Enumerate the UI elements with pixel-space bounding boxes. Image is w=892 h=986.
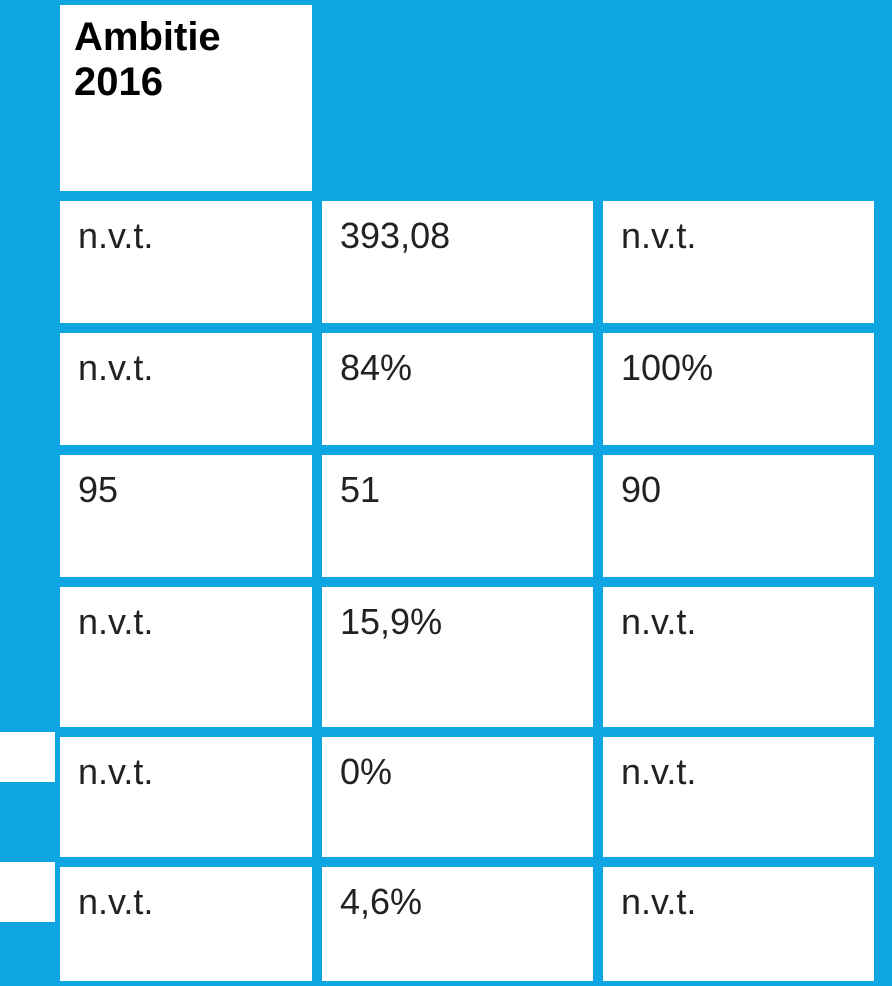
row1-left-edge bbox=[0, 328, 55, 450]
row3-col3-text: n.v.t. bbox=[621, 601, 696, 642]
header-col1-text: Ambitie 2016 bbox=[74, 15, 221, 104]
row3-col1-text: n.v.t. bbox=[78, 601, 153, 642]
header-col2-bottom bbox=[317, 110, 598, 196]
header-col3-bottom bbox=[598, 110, 879, 196]
row2-left-edge bbox=[0, 450, 55, 582]
row2-right-edge bbox=[879, 450, 892, 582]
row0-col1: n.v.t. bbox=[55, 196, 317, 328]
row2-col1-text: 95 bbox=[78, 469, 118, 510]
row5-col2: 4,6% bbox=[317, 862, 598, 986]
row1-col1-text: n.v.t. bbox=[78, 347, 153, 388]
row3-col2-text: 15,9% bbox=[340, 601, 442, 642]
row1-col3: 100% bbox=[598, 328, 879, 450]
row0-col2-text: 393,08 bbox=[340, 215, 450, 256]
row2-col3: 90 bbox=[598, 450, 879, 582]
header-col1: Ambitie 2016 bbox=[55, 0, 317, 196]
row2-col3-text: 90 bbox=[621, 469, 661, 510]
row2-col2: 51 bbox=[317, 450, 598, 582]
row5-col1: n.v.t. bbox=[55, 862, 317, 986]
row3-col3: n.v.t. bbox=[598, 582, 879, 732]
row5-left-notch-blue bbox=[0, 922, 55, 986]
row4-col2: 0% bbox=[317, 732, 598, 862]
row4-left-notch-blue bbox=[0, 782, 55, 862]
row0-col1-text: n.v.t. bbox=[78, 215, 153, 256]
row5-right-edge bbox=[879, 862, 892, 986]
row1-col1: n.v.t. bbox=[55, 328, 317, 450]
row0-right-edge bbox=[879, 196, 892, 328]
header-col2-top bbox=[317, 0, 598, 110]
row5-col3-text: n.v.t. bbox=[621, 881, 696, 922]
row4-col3: n.v.t. bbox=[598, 732, 879, 862]
row4-right-edge bbox=[879, 732, 892, 862]
row5-left-notch-white bbox=[0, 862, 55, 922]
row4-col1-text: n.v.t. bbox=[78, 751, 153, 792]
row0-left-edge bbox=[0, 196, 55, 328]
row1-col3-text: 100% bbox=[621, 347, 713, 388]
row1-col2: 84% bbox=[317, 328, 598, 450]
row4-col2-text: 0% bbox=[340, 751, 392, 792]
row3-left-edge bbox=[0, 582, 55, 732]
row1-col2-text: 84% bbox=[340, 347, 412, 388]
row5-col3: n.v.t. bbox=[598, 862, 879, 986]
row3-col2: 15,9% bbox=[317, 582, 598, 732]
row3-col1: n.v.t. bbox=[55, 582, 317, 732]
row3-right-edge bbox=[879, 582, 892, 732]
header-left-edge bbox=[0, 0, 55, 196]
row4-left-notch-white bbox=[0, 732, 55, 782]
row0-col2: 393,08 bbox=[317, 196, 598, 328]
row0-col3: n.v.t. bbox=[598, 196, 879, 328]
header-col3-top bbox=[598, 0, 879, 110]
row2-col2-text: 51 bbox=[340, 469, 380, 510]
row5-col2-text: 4,6% bbox=[340, 881, 422, 922]
data-table: Ambitie 2016 n.v.t. 393,08 n.v.t. n.v.t.… bbox=[0, 0, 892, 986]
row4-col1: n.v.t. bbox=[55, 732, 317, 862]
row1-right-edge bbox=[879, 328, 892, 450]
row4-col3-text: n.v.t. bbox=[621, 751, 696, 792]
row2-col1: 95 bbox=[55, 450, 317, 582]
row5-col1-text: n.v.t. bbox=[78, 881, 153, 922]
row0-col3-text: n.v.t. bbox=[621, 215, 696, 256]
header-right-edge bbox=[879, 0, 892, 196]
